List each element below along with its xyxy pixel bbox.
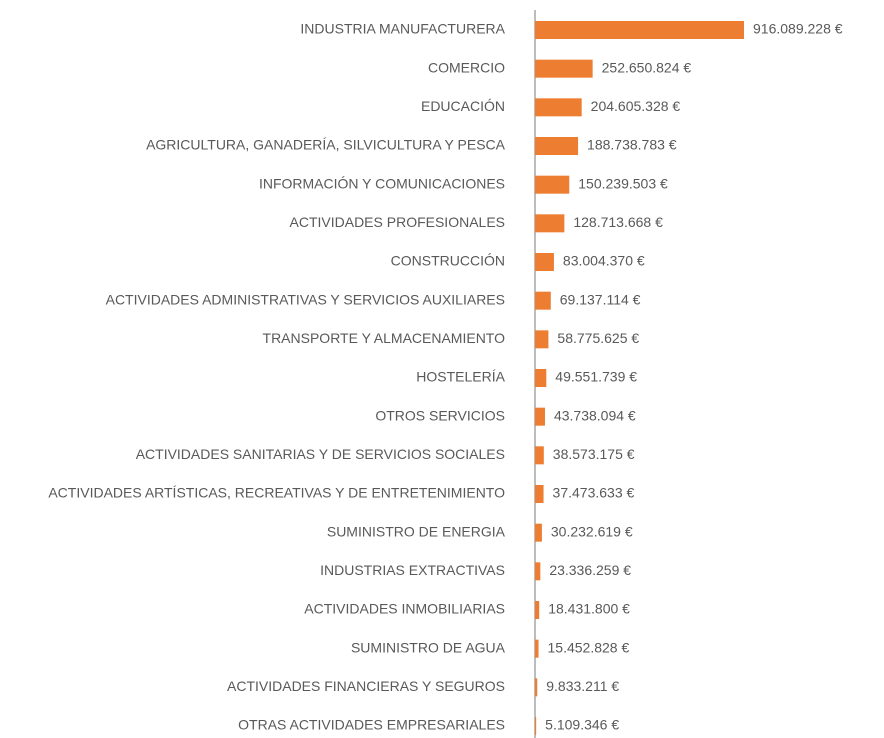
bar <box>535 98 582 117</box>
category-label: AGRICULTURA, GANADERÍA, SILVICULTURA Y P… <box>146 137 506 153</box>
value-label: 69.137.114 € <box>560 291 641 307</box>
value-label: 5.109.346 € <box>545 717 619 733</box>
value-label: 58.775.625 € <box>557 330 639 346</box>
bar <box>535 369 547 387</box>
category-label: INFORMACIÓN Y COMUNICACIONES <box>259 175 505 191</box>
bar <box>535 446 544 465</box>
value-label: 38.573.175 € <box>553 446 635 462</box>
bar <box>535 175 570 194</box>
bar <box>535 137 579 155</box>
bar <box>535 291 551 310</box>
category-label: SUMINISTRO DE ENERGIA <box>327 523 506 539</box>
bar <box>535 253 554 271</box>
bar <box>535 523 542 542</box>
value-label: 37.473.633 € <box>553 485 635 501</box>
category-label: OTRAS ACTIVIDADES EMPRESARIALES <box>238 717 505 733</box>
category-label: EDUCACIÓN <box>421 98 505 114</box>
category-label: HOSTELERÍA <box>416 369 505 385</box>
value-label: 204.605.328 € <box>591 98 681 114</box>
category-label: ACTIVIDADES ARTÍSTICAS, RECREATIVAS Y DE… <box>48 485 505 501</box>
bar <box>535 717 537 735</box>
bar <box>535 678 538 697</box>
bar <box>535 562 541 581</box>
value-label: 916.089.228 € <box>753 21 843 37</box>
category-label: ACTIVIDADES PROFESIONALES <box>290 214 506 230</box>
category-label: TRANSPORTE Y ALMACENAMIENTO <box>263 330 506 346</box>
category-label: ACTIVIDADES ADMINISTRATIVAS Y SERVICIOS … <box>106 291 505 307</box>
bar <box>535 601 540 619</box>
category-label: CONSTRUCCIÓN <box>391 253 505 269</box>
bar <box>535 59 593 78</box>
value-label: 18.431.800 € <box>548 601 630 617</box>
category-label: COMERCIO <box>428 59 505 75</box>
category-label: INDUSTRIAS EXTRACTIVAS <box>320 562 505 578</box>
bar <box>535 407 545 426</box>
bar <box>535 639 539 658</box>
category-label: SUMINISTRO DE AGUA <box>351 639 506 655</box>
bar <box>535 214 565 233</box>
category-label: INDUSTRIA MANUFACTURERA <box>300 21 505 37</box>
bar <box>535 485 544 503</box>
value-label: 128.713.668 € <box>573 214 663 230</box>
value-label: 9.833.211 € <box>546 678 619 694</box>
value-label: 23.336.259 € <box>549 562 631 578</box>
category-label: ACTIVIDADES SANITARIAS Y DE SERVICIOS SO… <box>136 446 505 462</box>
bar <box>535 21 744 39</box>
value-label: 83.004.370 € <box>563 253 645 269</box>
value-label: 43.738.094 € <box>554 407 636 423</box>
value-label: 49.551.739 € <box>555 369 637 385</box>
bar <box>535 330 549 349</box>
category-label: OTROS SERVICIOS <box>375 407 505 423</box>
value-label: 30.232.619 € <box>551 523 633 539</box>
value-label: 252.650.824 € <box>602 59 692 75</box>
value-label: 150.239.503 € <box>578 175 668 191</box>
value-label: 15.452.828 € <box>548 639 630 655</box>
category-label: ACTIVIDADES FINANCIERAS Y SEGUROS <box>227 678 505 694</box>
value-label: 188.738.783 € <box>587 137 677 153</box>
category-label: ACTIVIDADES INMOBILIARIAS <box>304 601 505 617</box>
